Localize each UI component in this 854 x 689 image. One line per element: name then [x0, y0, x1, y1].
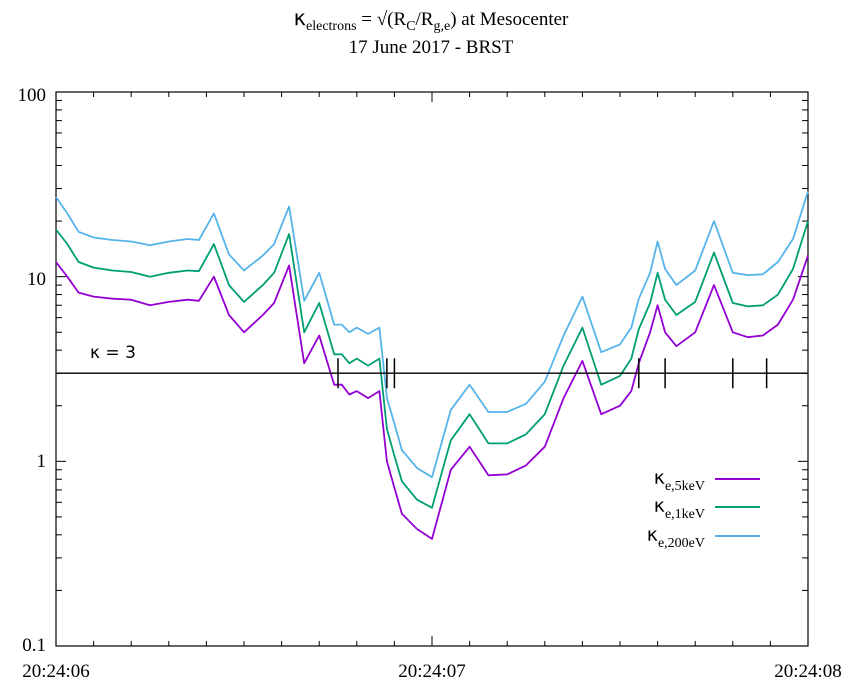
series-line-kappa_200eV [55, 191, 809, 479]
title-kappa: κ [294, 6, 306, 30]
chart-subtitle: 17 June 2017 - BRST [349, 37, 514, 58]
reference-line-label: κ = 3 [90, 343, 136, 363]
series-line-kappa_5keV [55, 255, 809, 540]
y-tick-label-1: 1 [37, 451, 47, 472]
x-axis-ticks [55, 92, 809, 646]
y-tick-label-100: 100 [18, 85, 47, 106]
series-layer [55, 191, 809, 540]
plot-frame [55, 91, 809, 647]
legend: κe,5keV κe,1keV κe,200eV [647, 467, 760, 551]
title-sub-electrons: electrons [306, 19, 357, 34]
title-slash: /R [416, 9, 434, 30]
legend-label-200ev: κe,200eV [647, 524, 705, 551]
chart-title: κelectrons = √(RC/Rg,e) at Mesocenter [294, 6, 569, 34]
legend-label-5kev: κe,5keV [654, 467, 705, 494]
title-sub-ge: g,e [433, 19, 450, 34]
series-line-kappa_1keV [55, 220, 809, 509]
title-sub-c: C [406, 19, 415, 34]
x-tick-label-start: 20:24:06 [22, 661, 90, 682]
x-tick-label-end: 20:24:08 [774, 661, 842, 682]
x-tick-label-middle: 20:24:07 [398, 661, 466, 682]
y-tick-label-0.1: 0.1 [22, 635, 46, 656]
title-tail: ) at Mesocenter [450, 9, 569, 30]
legend-label-1kev: κe,1keV [654, 495, 705, 522]
y-tick-label-10: 10 [27, 269, 46, 290]
y-axis-ticks [56, 91, 808, 647]
crossing-markers [337, 358, 768, 389]
title-eq: = √(R [357, 9, 407, 30]
